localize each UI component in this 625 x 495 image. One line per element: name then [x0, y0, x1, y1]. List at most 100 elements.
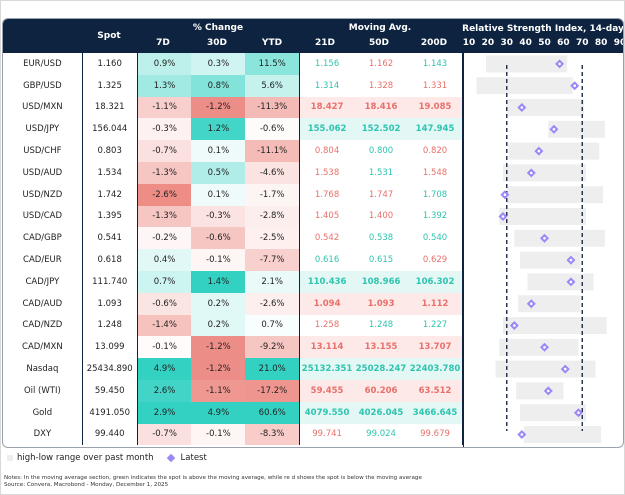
instrument-name: CAD/MXN — [3, 336, 83, 359]
ma-50d: 25028.247 — [354, 358, 409, 380]
change-30d: -0.1% — [191, 423, 246, 446]
header-200d: 200D — [420, 38, 448, 48]
header-rsi-title: Relative Strength Index, 14-day — [462, 24, 624, 34]
header-7d: 7D — [156, 38, 170, 48]
change-30d: 0.5% — [191, 161, 246, 184]
ma-21d: 0.616 — [314, 255, 340, 266]
instrument-name: CAD/AUD — [3, 292, 83, 315]
table-row: USD/CAD 1.395 -1.3% -0.3% -2.8% 1.405 1.400 1.3… — [3, 205, 623, 228]
ma-200d: 3466.645 — [408, 401, 464, 424]
ma-50d: 0.615 — [368, 255, 394, 266]
change-ytd: -9.2% — [245, 336, 301, 359]
change-30d: -1.2% — [191, 336, 246, 359]
change-7d: -1.3% — [137, 205, 192, 228]
ma-50d: 1.093 — [354, 292, 409, 315]
change-ytd: 5.6% — [245, 74, 301, 97]
ma-21d: 1.405 — [314, 211, 340, 222]
rsi-range-bar — [516, 382, 564, 400]
rsi-latest-marker-center — [577, 411, 580, 415]
legend-latest-label: Latest — [180, 453, 207, 463]
ma-21d: 1.538 — [314, 167, 340, 178]
change-ytd: -8.3% — [245, 423, 301, 446]
ma-21d: 1.156 — [314, 58, 340, 69]
spot-value: 4191.050 — [82, 401, 138, 424]
rsi-tick-label: 30 — [500, 38, 514, 48]
rsi-latest-marker-center — [529, 171, 533, 175]
change-7d: -1.1% — [137, 96, 192, 119]
instrument-name: Nasdaq — [3, 358, 83, 380]
spot-value: 156.044 — [82, 118, 138, 141]
instrument-name: Oil (WTI) — [3, 379, 83, 402]
instrument-name: USD/MXN — [3, 96, 83, 119]
ma-21d: 99.741 — [312, 429, 342, 440]
ma-50d: 1.162 — [368, 58, 394, 69]
ma-200d: 1.112 — [408, 292, 464, 315]
ma-21d: 18.427 — [299, 96, 355, 119]
rsi-range-bar — [506, 186, 604, 204]
rsi-range-bar — [485, 55, 568, 73]
change-ytd: 2.1% — [245, 270, 301, 293]
table-row: USD/MXN 18.321 -1.1% -1.2% -11.3% 18.427 18.41… — [3, 96, 623, 119]
ma-200d: 1.331 — [408, 74, 464, 97]
change-7d: -1.4% — [137, 314, 192, 337]
rsi-tick-label: 90 — [613, 38, 623, 48]
change-30d: 0.1% — [191, 140, 246, 162]
change-7d: -0.7% — [137, 423, 192, 446]
ma-21d: 25132.351 — [299, 358, 355, 380]
spot-value: 1.534 — [82, 161, 138, 184]
table-row: GBP/USD 1.325 1.3% 0.8% 5.6% 1.314 1.328 1.331 — [3, 74, 623, 97]
change-ytd: -0.6% — [245, 118, 301, 141]
ma-21d: 13.114 — [299, 336, 355, 359]
table-row: DXY 99.440 -0.7% -0.1% -8.3% 99.741 99.024 99.6… — [3, 423, 623, 446]
table-row: CAD/NZD 1.248 -1.4% 0.2% 0.7% 1.258 1.248 1.227 — [3, 314, 623, 337]
header-30d: 30D — [207, 38, 227, 48]
instrument-name: DXY — [3, 423, 83, 446]
table-row: Oil (WTI) 59.450 2.6% -1.1% -17.2% 59.455 60.2… — [3, 379, 623, 402]
change-ytd: 11.5% — [245, 53, 301, 75]
change-30d: -0.3% — [191, 205, 246, 228]
spot-value: 59.450 — [82, 379, 138, 402]
change-30d: 0.2% — [191, 314, 246, 337]
ma-50d: 108.966 — [354, 270, 409, 293]
spot-value: 1.395 — [82, 205, 138, 228]
change-30d: 1.2% — [191, 118, 246, 141]
change-7d: 0.4% — [137, 249, 192, 271]
instrument-name: Gold — [3, 401, 83, 424]
source-line: Source: Convera, Macrobond - Monday, Dec… — [4, 482, 169, 488]
rsi-range-bar — [499, 338, 579, 356]
change-30d: 0.8% — [191, 74, 246, 97]
change-ytd: -7.7% — [245, 249, 301, 271]
change-ytd: -2.6% — [245, 292, 301, 315]
rsi-range-bar — [502, 164, 587, 182]
spot-value: 1.093 — [82, 292, 138, 315]
legend-range-label: high-low range over past month — [17, 453, 154, 463]
rsi-range-bar — [476, 77, 573, 95]
ma-50d: 60.206 — [354, 379, 409, 402]
ma-200d: 63.512 — [408, 379, 464, 402]
ma-21d: 4079.550 — [299, 401, 355, 424]
spot-value: 111.740 — [82, 270, 138, 293]
ma-50d: 1.328 — [368, 80, 394, 91]
range-swatch-icon — [7, 455, 13, 461]
change-7d: 2.6% — [137, 379, 192, 402]
table-row: EUR/USD 1.160 0.9% 0.3% 11.5% 1.156 1.162 1.143 — [3, 53, 623, 75]
legend: high-low range over past month Latest — [7, 453, 207, 463]
rsi-range-bar — [506, 99, 585, 116]
ma-21d: 1.768 — [314, 189, 340, 200]
change-7d: -1.3% — [137, 161, 192, 184]
instrument-name: CAD/NZD — [3, 314, 83, 337]
rsi-range-bar — [527, 273, 594, 291]
ma-21d: 110.436 — [299, 270, 355, 293]
change-ytd: -2.5% — [245, 227, 301, 250]
ma-200d: 0.540 — [408, 227, 464, 250]
rsi-range-bar — [495, 360, 596, 378]
notes: Notes: In the moving average section, gr… — [4, 475, 422, 489]
spot-value: 1.248 — [82, 314, 138, 337]
change-7d: -0.2% — [137, 227, 192, 250]
change-7d: 0.9% — [137, 53, 192, 75]
ma-200d: 0.629 — [408, 249, 464, 271]
rsi-range-bar — [519, 404, 587, 422]
table-row: CAD/MXN 13.099 -0.1% -1.2% -9.2% 13.114 13.155… — [3, 336, 623, 359]
rsi-range-bar — [523, 426, 602, 443]
